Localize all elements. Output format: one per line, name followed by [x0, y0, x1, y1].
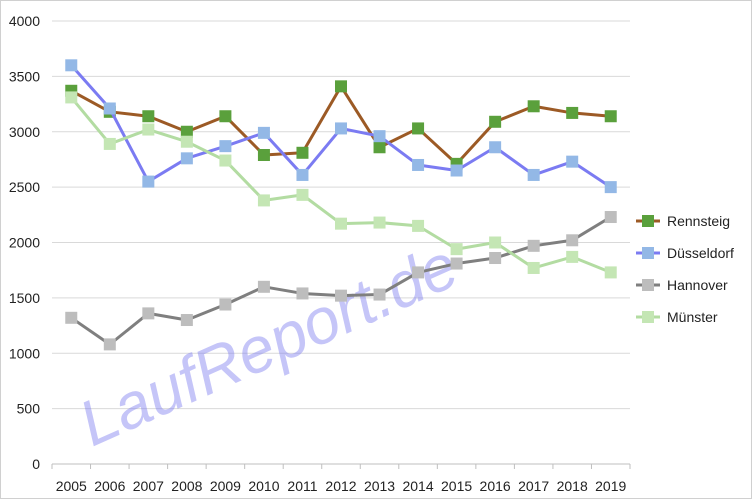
data-point-rennsteig — [566, 106, 579, 119]
x-tick-label: 2006 — [94, 478, 125, 494]
data-point-hannover — [142, 307, 155, 320]
data-point-hannover — [296, 287, 309, 300]
data-point-rennsteig — [335, 80, 347, 93]
data-point-hannover — [65, 311, 78, 324]
y-tick-label: 0 — [32, 456, 40, 472]
x-tick-label: 2010 — [248, 478, 279, 494]
data-point-düsseldorf — [373, 130, 386, 143]
data-point-düsseldorf — [180, 152, 193, 165]
data-point-münster — [335, 217, 347, 230]
y-tick-label: 3500 — [9, 68, 40, 84]
data-point-düsseldorf — [296, 168, 309, 181]
data-point-münster — [412, 219, 425, 232]
data-point-düsseldorf — [566, 155, 579, 168]
y-tick-label: 2000 — [9, 235, 40, 251]
y-tick-label: 1500 — [9, 290, 40, 306]
x-tick-label: 2008 — [171, 478, 202, 494]
x-tick-label: 2016 — [480, 478, 511, 494]
x-tick-label: 2009 — [210, 478, 241, 494]
data-point-münster — [566, 250, 579, 263]
data-point-münster — [257, 194, 270, 207]
data-point-münster — [142, 123, 155, 136]
legend-marker — [642, 279, 654, 291]
data-point-düsseldorf — [450, 164, 463, 177]
y-tick-label: 500 — [17, 401, 41, 417]
data-point-düsseldorf — [65, 59, 78, 72]
data-point-rennsteig — [604, 110, 617, 123]
x-tick-label: 2005 — [56, 478, 87, 494]
y-tick-label: 2500 — [9, 179, 40, 195]
x-tick-label: 2019 — [595, 478, 626, 494]
data-point-rennsteig — [527, 100, 540, 113]
data-point-münster — [180, 135, 193, 148]
data-point-rennsteig — [257, 149, 270, 162]
data-point-hannover — [412, 266, 425, 279]
data-point-rennsteig — [142, 110, 155, 123]
data-point-düsseldorf — [103, 102, 116, 115]
data-point-düsseldorf — [527, 168, 540, 181]
x-tick-label: 2007 — [133, 478, 164, 494]
data-point-hannover — [219, 298, 232, 311]
data-point-hannover — [257, 280, 270, 293]
x-tick-label: 2014 — [402, 478, 433, 494]
data-point-düsseldorf — [412, 158, 425, 171]
data-point-hannover — [450, 257, 463, 270]
watermark-text: LaufReport.de — [68, 229, 468, 460]
data-point-düsseldorf — [142, 175, 155, 188]
legend-label: Hannover — [667, 277, 728, 293]
data-point-rennsteig — [412, 122, 425, 135]
data-point-münster — [219, 154, 232, 167]
data-point-münster — [527, 261, 540, 274]
data-point-rennsteig — [373, 141, 386, 154]
legend-marker — [642, 247, 654, 259]
y-tick-label: 3000 — [9, 124, 40, 140]
data-point-rennsteig — [296, 146, 309, 159]
data-point-hannover — [489, 252, 502, 265]
data-point-düsseldorf — [335, 122, 347, 135]
data-point-münster — [103, 137, 116, 150]
data-point-münster — [489, 236, 502, 249]
x-tick-label: 2013 — [364, 478, 395, 494]
data-point-hannover — [566, 234, 579, 247]
data-point-rennsteig — [219, 110, 232, 123]
data-point-rennsteig — [180, 125, 193, 138]
data-point-düsseldorf — [219, 140, 232, 153]
x-tick-label: 2017 — [518, 478, 549, 494]
data-point-rennsteig — [489, 115, 502, 128]
data-point-hannover — [335, 289, 347, 302]
x-tick-label: 2012 — [325, 478, 356, 494]
legend-marker — [642, 215, 654, 227]
x-tick-label: 2015 — [441, 478, 472, 494]
legend-label: Münster — [667, 309, 718, 325]
y-tick-label: 4000 — [9, 13, 40, 29]
legend-marker — [642, 311, 654, 323]
legend-label: Rennsteig — [667, 213, 730, 229]
data-point-hannover — [604, 211, 617, 224]
data-point-düsseldorf — [489, 141, 502, 154]
data-point-hannover — [373, 288, 386, 301]
y-tick-label: 1000 — [9, 345, 40, 361]
data-point-münster — [296, 188, 309, 201]
data-point-hannover — [180, 314, 193, 327]
data-point-münster — [604, 266, 617, 279]
x-tick-label: 2018 — [557, 478, 588, 494]
data-point-düsseldorf — [604, 181, 617, 194]
data-point-münster — [373, 216, 386, 229]
data-point-münster — [65, 91, 78, 104]
data-point-hannover — [527, 239, 540, 252]
x-tick-label: 2011 — [287, 478, 317, 494]
data-point-hannover — [103, 338, 116, 351]
data-point-düsseldorf — [257, 126, 270, 139]
legend-label: Düsseldorf — [667, 245, 734, 261]
data-point-münster — [450, 243, 463, 256]
